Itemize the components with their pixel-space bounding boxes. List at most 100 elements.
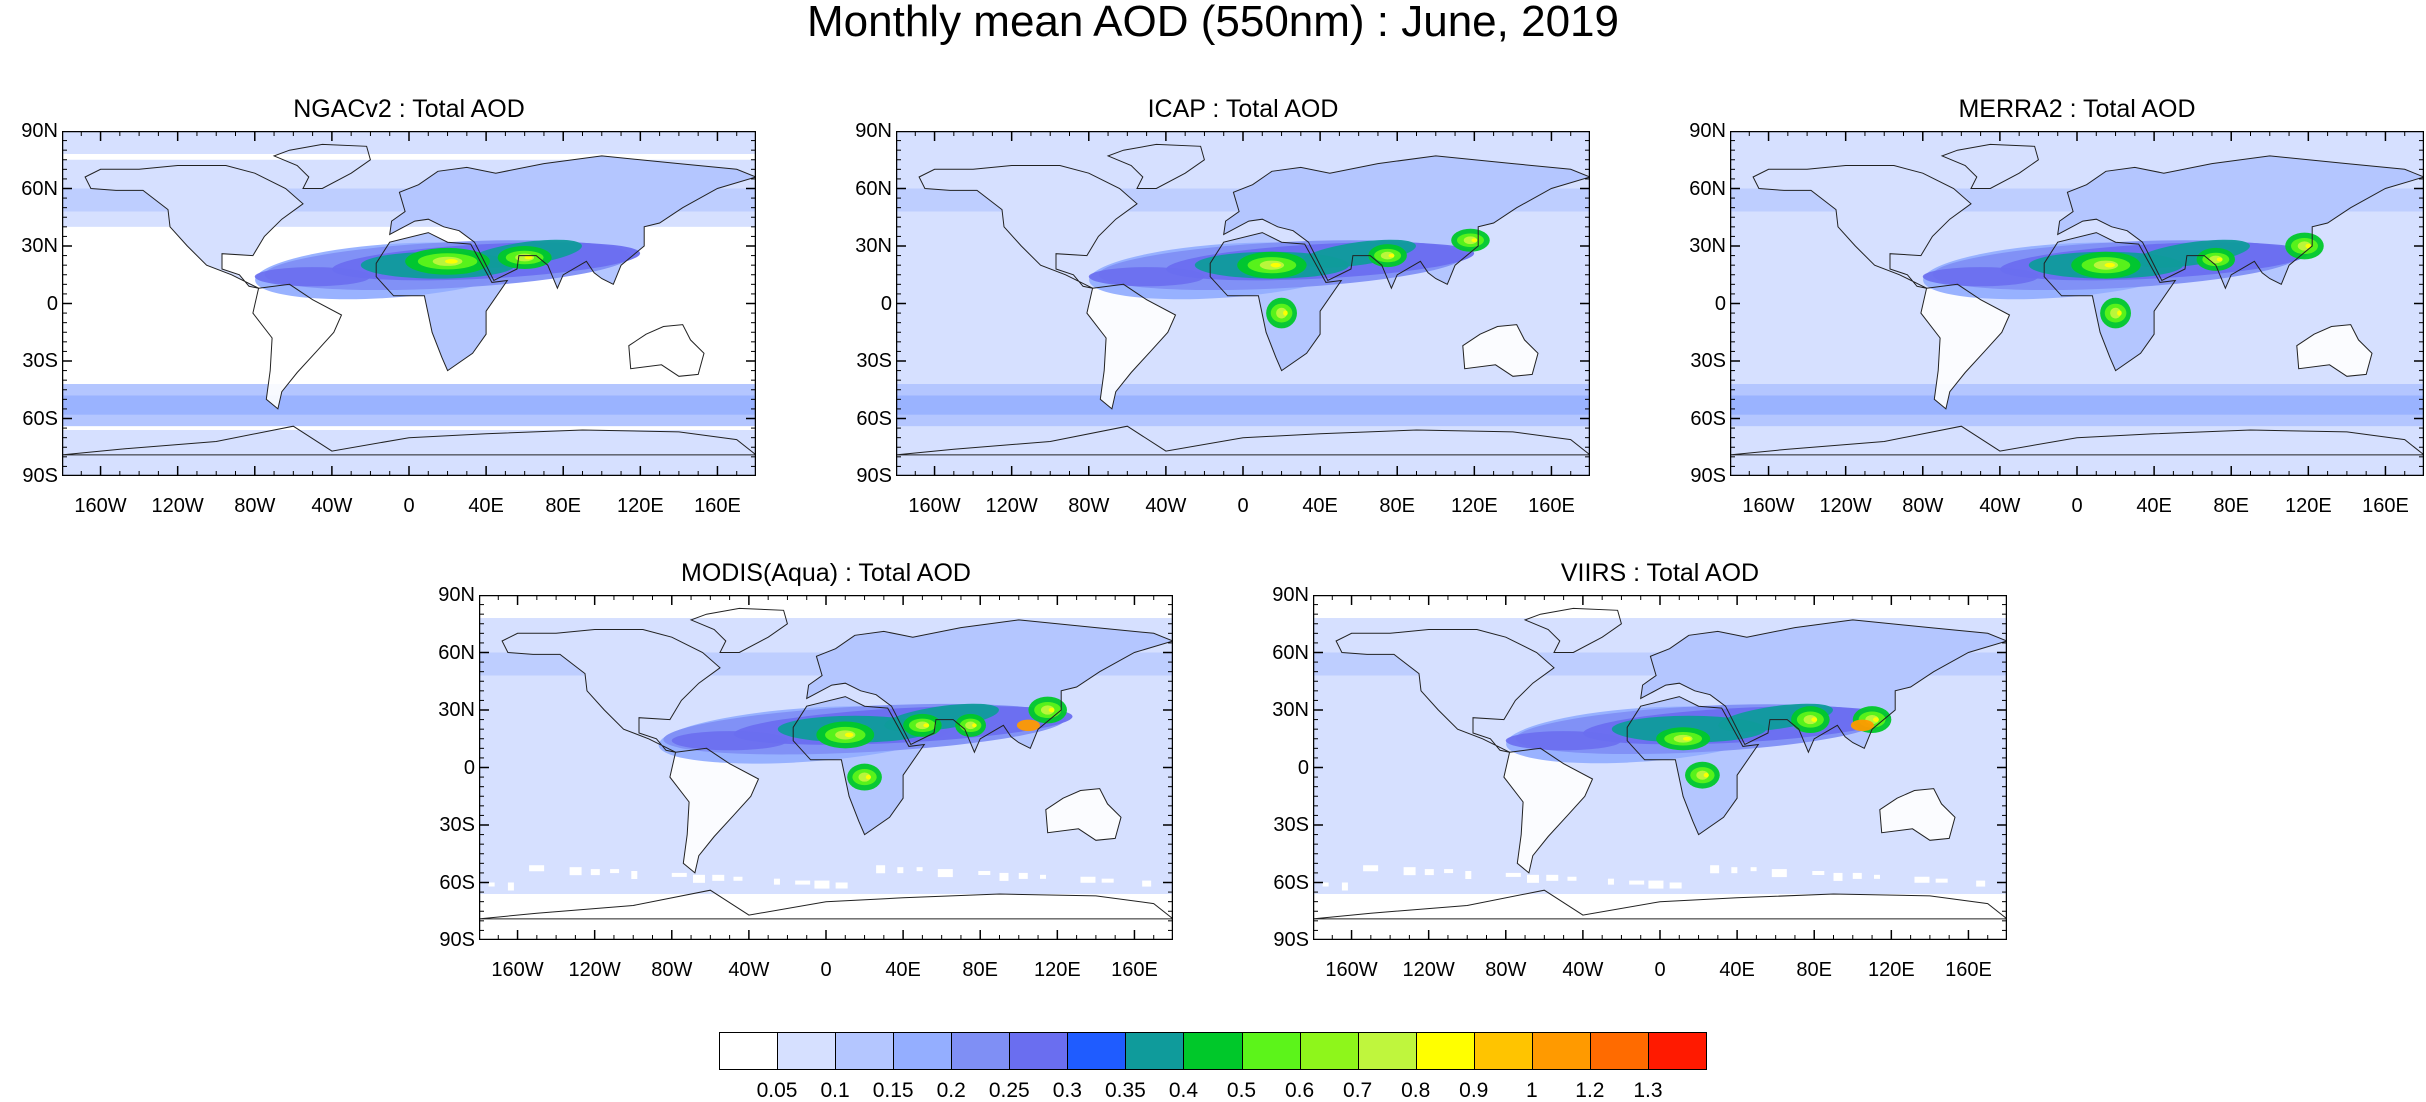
southern-ocean-core — [62, 395, 756, 415]
lat-label: 90N — [438, 584, 475, 606]
north-america-land — [1336, 629, 1554, 753]
hotspot-peak — [844, 732, 854, 738]
aod-field — [479, 595, 1173, 940]
colorbar-swatch — [951, 1032, 1011, 1070]
data-gap — [733, 876, 743, 881]
hotspot-core — [2297, 241, 2312, 251]
lat-label: 90S — [856, 465, 892, 487]
hotspot-peak — [445, 259, 458, 264]
southern-ocean-core — [896, 395, 1590, 415]
lon-label: 80E — [1796, 959, 1833, 981]
colorbar-label: 1 — [1525, 1079, 1538, 1102]
antarctica-coastline — [1313, 889, 2007, 920]
lon-label: 160W — [908, 495, 961, 517]
south-america-land — [669, 748, 759, 873]
arabia-core — [2135, 239, 2250, 268]
colorbar-swatch — [1415, 1032, 1475, 1070]
data-gap — [692, 874, 705, 883]
lat-label: 60S — [22, 407, 58, 430]
hotspot-peak — [865, 774, 872, 780]
australia-coastline — [1462, 324, 1539, 377]
hotspot-peak — [1270, 262, 1281, 268]
lon-label: 40W — [1979, 495, 2021, 517]
data-gap — [1322, 882, 1329, 887]
lon-label: 120W — [1402, 959, 1455, 981]
antarctica-coastline — [62, 425, 756, 456]
data-gap — [1363, 865, 1379, 872]
colorbar-label: 0.15 — [872, 1079, 914, 1102]
lon-label: 40W — [1562, 959, 1604, 981]
lat-label: 60S — [1690, 407, 1726, 430]
map-panel-modis: MODIS(Aqua) : Total AOD 90N 60N 30N 0 30S 60S… — [438, 559, 1173, 980]
plume-west — [254, 267, 371, 287]
australia-land — [2296, 324, 2372, 377]
hotspot-extreme — [1016, 719, 1040, 732]
colorbar-label: 0.8 — [1401, 1079, 1431, 1102]
data-gap — [1771, 869, 1787, 878]
greenland-coastline — [272, 143, 371, 189]
data-gap — [631, 871, 638, 879]
lat-label: 90S — [439, 929, 475, 951]
greenland-coastline — [689, 607, 788, 653]
hotspot-peak — [1388, 253, 1395, 258]
data-gap — [1567, 876, 1577, 881]
south-america-coastline — [669, 747, 760, 874]
australia-coastline — [628, 324, 705, 377]
data-gap — [610, 869, 620, 874]
lon-label: 160E — [2362, 495, 2409, 517]
panel-title: MERRA2 : Total AOD — [1958, 95, 2196, 123]
eurasia-coastline — [389, 155, 756, 290]
hotspot-peak — [1682, 736, 1692, 741]
hotspot-peak — [2117, 310, 2122, 316]
lon-label: 40W — [1145, 495, 1187, 517]
data-gap — [1648, 880, 1664, 889]
data-gap — [1750, 867, 1757, 872]
data-gap — [1852, 872, 1862, 879]
north-america-land — [919, 165, 1137, 289]
antarctica-coastline — [479, 889, 1173, 920]
lon-label: 120E — [1450, 495, 1498, 517]
data-gap — [897, 867, 904, 874]
data-gap — [569, 867, 582, 876]
plume-west — [1922, 267, 2039, 287]
lat-label: 60N — [855, 177, 892, 200]
eurasia-coastline — [806, 619, 1173, 754]
lat-label: 60N — [438, 641, 475, 664]
data-gap — [1629, 880, 1645, 885]
arctic-region — [896, 131, 1590, 154]
hotspot-core — [858, 772, 871, 782]
hotspot-peak — [1048, 707, 1055, 713]
lon-label: 120W — [568, 959, 621, 981]
australia-coastline — [1045, 788, 1122, 841]
data-gap — [507, 882, 514, 891]
hotspot-core — [1380, 251, 1395, 260]
lon-label: 80W — [1902, 495, 1944, 517]
data-gap — [978, 871, 991, 875]
lon-label: 160W — [1325, 959, 1378, 981]
lon-label: 160E — [1528, 495, 1575, 517]
colorbar-swatch — [1357, 1032, 1417, 1070]
aod-field — [1730, 131, 2424, 476]
north-america-coastline — [1752, 165, 1972, 289]
colorbar-label: 0.05 — [756, 1079, 798, 1102]
data-gap — [814, 880, 830, 889]
north-america-coastline — [84, 165, 304, 289]
data-gap — [1039, 874, 1046, 879]
lat-label: 30N — [1689, 235, 1726, 257]
antarctica-coastline — [896, 425, 1590, 456]
colorbar-label: 0.35 — [1104, 1079, 1146, 1102]
lon-label: 120E — [1867, 959, 1915, 981]
colorbar-label: 0.9 — [1459, 1079, 1489, 1102]
australia-land — [1462, 324, 1538, 377]
data-gap — [1465, 871, 1472, 879]
lon-label: 80W — [1485, 959, 1527, 981]
lat-label: 30N — [1272, 699, 1309, 721]
hotspot-extreme — [1850, 719, 1874, 732]
lat-label: 90N — [21, 120, 58, 142]
hotspot-peak — [1811, 717, 1818, 722]
lon-label: 0 — [2071, 495, 2083, 517]
lon-label: 80E — [545, 495, 582, 517]
data-gap — [1731, 867, 1738, 874]
aod-field — [62, 131, 756, 476]
colorbar-label: 0.25 — [988, 1079, 1030, 1102]
